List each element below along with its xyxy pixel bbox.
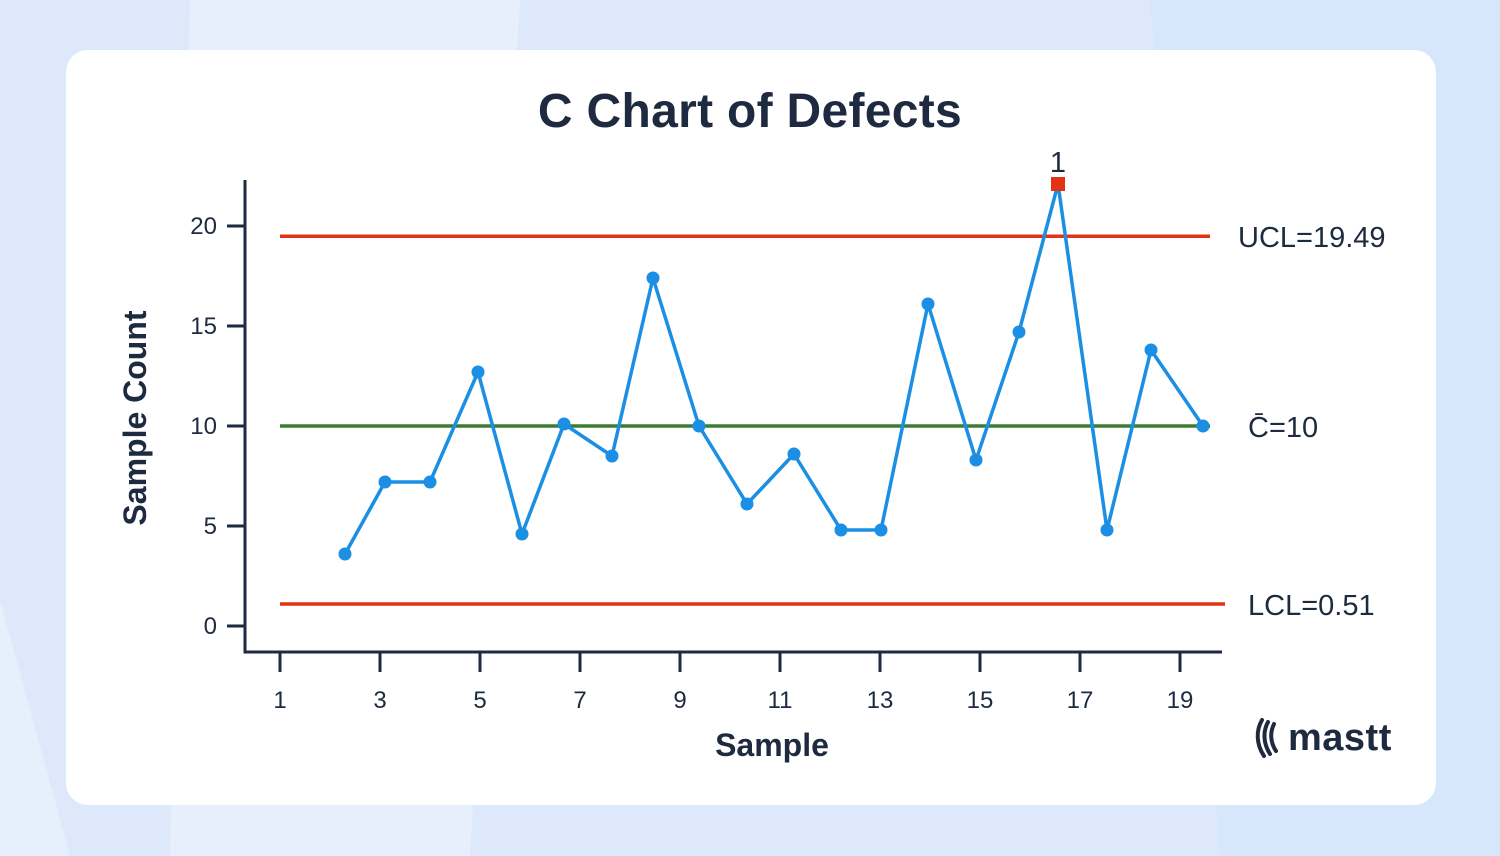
y-tick-label: 10 [190,413,217,440]
x-tick-label: 17 [1067,687,1094,714]
data-point [1144,343,1158,357]
data-point [834,523,848,537]
data-point [692,419,706,433]
data-point [378,475,392,489]
data-point [740,497,754,511]
data-point [1100,523,1114,537]
data-point [874,523,888,537]
y-tick-label: 5 [204,513,217,540]
x-tick-label: 19 [1167,687,1194,714]
mastt-logo-icon [1255,718,1278,758]
data-point [787,447,801,461]
data-point [646,271,660,285]
out-of-control-point [1051,177,1065,191]
x-tick-label: 9 [673,687,686,714]
y-axis-title: Sample Count [117,310,153,525]
data-point [1196,419,1210,433]
data-point [1012,325,1026,339]
x-tick-label: 1 [273,687,286,714]
y-tick-label: 0 [204,613,217,640]
x-tick-label: 15 [967,687,994,714]
brand-logo: mastt [1254,716,1392,760]
data-point [557,417,571,431]
reference-label-ucl: UCL=19.49 [1238,222,1386,254]
reference-label-lcl: LCL=0.51 [1248,590,1375,622]
chart-title: C Chart of Defects [537,85,963,138]
data-point [515,527,529,541]
data-point [471,365,485,379]
x-tick-label: 7 [573,687,586,714]
data-point [605,449,619,463]
out-of-control-annotation: 1 [1050,147,1066,179]
data-point [423,475,437,489]
reference-label-center: C̄=10 [1248,412,1318,444]
data-point [338,547,352,561]
data-point [969,453,983,467]
series-line [343,182,1205,555]
x-tick-label: 13 [867,687,894,714]
x-tick-label: 3 [373,687,386,714]
x-tick-label: 5 [473,687,486,714]
x-tick-label: 11 [768,687,793,714]
x-axis-title: Sample [715,727,829,763]
y-tick-label: 15 [190,313,217,340]
brand-name: mastt [1288,716,1392,759]
data-point [921,297,935,311]
y-tick-label: 20 [190,213,217,240]
